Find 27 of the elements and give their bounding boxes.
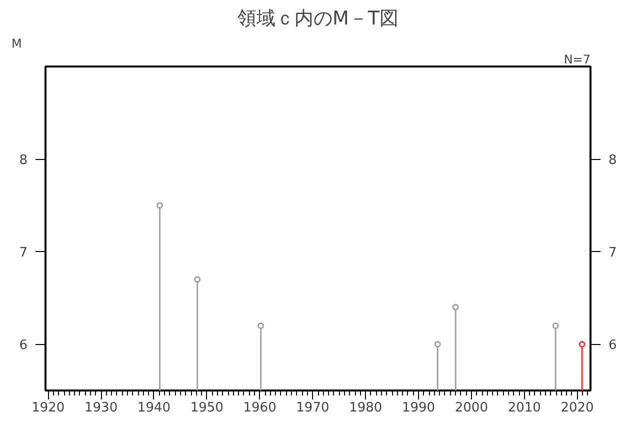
x-tick-label: 2020 [560, 400, 594, 416]
y2-tick-label: 7 [608, 246, 617, 261]
y2-tick-label: 8 [608, 153, 617, 168]
x-tick-label: 1930 [84, 400, 118, 416]
point [156, 202, 164, 209]
point [578, 340, 586, 348]
point [194, 276, 201, 283]
x-tick-label: 1960 [243, 400, 276, 416]
x-tick-label: 2000 [454, 400, 488, 416]
y-tick-label: 7 [19, 246, 28, 261]
chart-title: 領域ｃ内のM－T図 [238, 8, 398, 30]
y-axis-title: M [12, 36, 22, 50]
y-tick-label: 6 [19, 338, 28, 354]
point [434, 340, 441, 348]
x-tick-label: 1990 [402, 400, 436, 416]
x-tick-label: 1970 [296, 400, 330, 416]
point [452, 304, 459, 310]
point [258, 322, 264, 329]
x-tick-label: 1920 [32, 400, 65, 416]
x-tick-label: 1950 [190, 400, 224, 416]
point [552, 322, 559, 329]
x-tick-label: 1980 [349, 400, 382, 416]
x-tick-label: 2010 [508, 400, 541, 416]
text: N=7 [564, 52, 591, 66]
y2-tick-label: 6 [608, 338, 617, 354]
x-tick-label: 1940 [137, 400, 171, 416]
y-tick-label: 8 [19, 153, 28, 168]
